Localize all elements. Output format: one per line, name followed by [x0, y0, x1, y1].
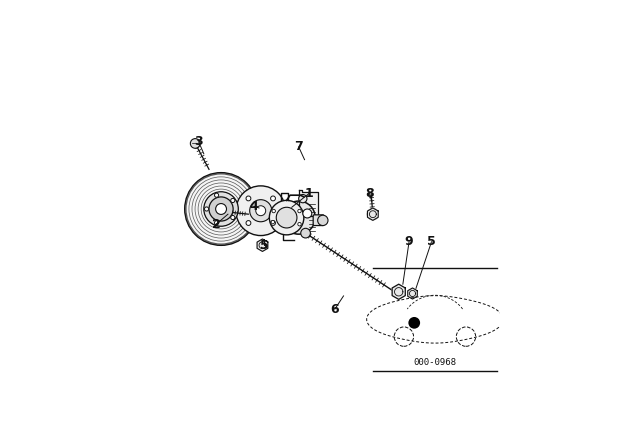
- Circle shape: [216, 203, 227, 215]
- Circle shape: [317, 215, 328, 225]
- Circle shape: [204, 192, 238, 226]
- Circle shape: [236, 186, 285, 236]
- Circle shape: [301, 228, 310, 238]
- Text: 7: 7: [294, 140, 303, 153]
- Text: 9: 9: [404, 235, 413, 248]
- Text: 5: 5: [260, 239, 269, 252]
- Circle shape: [209, 197, 233, 221]
- Circle shape: [299, 194, 307, 203]
- Circle shape: [256, 206, 266, 215]
- Circle shape: [269, 200, 304, 235]
- Circle shape: [271, 220, 275, 225]
- Circle shape: [205, 207, 209, 211]
- Circle shape: [250, 200, 272, 222]
- Polygon shape: [299, 190, 317, 220]
- Text: 5: 5: [427, 235, 436, 248]
- Circle shape: [246, 196, 251, 201]
- Text: 2: 2: [211, 218, 220, 231]
- FancyBboxPatch shape: [313, 215, 324, 225]
- Circle shape: [367, 209, 378, 220]
- Text: 8: 8: [365, 187, 374, 200]
- Circle shape: [276, 207, 297, 228]
- Circle shape: [185, 173, 257, 245]
- Circle shape: [230, 198, 235, 202]
- Circle shape: [408, 317, 420, 329]
- Circle shape: [271, 196, 275, 201]
- Circle shape: [298, 209, 301, 213]
- Text: 4: 4: [250, 200, 258, 213]
- Circle shape: [303, 209, 312, 218]
- Polygon shape: [408, 288, 417, 299]
- Polygon shape: [367, 208, 378, 220]
- Circle shape: [214, 193, 219, 197]
- Circle shape: [230, 215, 235, 220]
- Circle shape: [272, 209, 275, 213]
- Circle shape: [282, 201, 316, 234]
- Circle shape: [298, 223, 301, 226]
- Polygon shape: [392, 284, 405, 299]
- Text: 1: 1: [305, 187, 314, 200]
- Text: 3: 3: [195, 135, 203, 148]
- Text: 6: 6: [331, 302, 339, 315]
- Circle shape: [246, 220, 251, 225]
- Circle shape: [190, 138, 200, 148]
- Text: 000-0968: 000-0968: [413, 358, 456, 367]
- Circle shape: [271, 220, 275, 224]
- Circle shape: [214, 221, 219, 225]
- Polygon shape: [257, 239, 268, 251]
